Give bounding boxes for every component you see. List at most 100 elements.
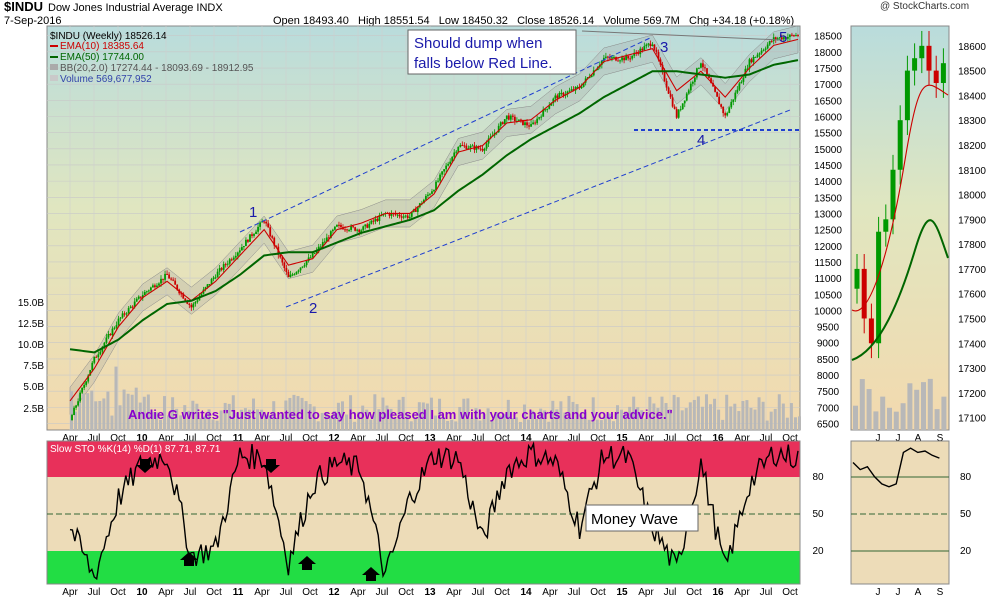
volume-bar [632, 396, 636, 430]
candle-body [742, 77, 745, 82]
price-tick-label: 7500 [817, 387, 840, 398]
time-tick-label: Apr [158, 433, 174, 444]
candle-body [683, 100, 686, 104]
inset-candle-body [890, 169, 896, 220]
price-tick-label: 13500 [814, 193, 842, 204]
candle-body [149, 287, 152, 291]
inset-price-tick-label: 17200 [958, 389, 986, 400]
exchange: INDX [196, 2, 223, 14]
candle-body [507, 115, 510, 120]
stoch-time-tick-label: 14 [520, 587, 532, 598]
candle-body [789, 34, 791, 37]
stoch-time-tick-label: Oct [206, 587, 222, 598]
bollinger-band [69, 25, 799, 416]
volume-bar [777, 394, 781, 430]
volume-bar [450, 419, 454, 430]
ema50-line [69, 59, 799, 354]
candle-body [156, 285, 158, 288]
inset-price-tick-label: 18100 [958, 166, 986, 177]
volume-bar [130, 394, 134, 430]
volume-bar [389, 408, 393, 430]
volume-bar [753, 409, 757, 430]
volume-bar [247, 409, 251, 430]
candle-body [536, 118, 539, 124]
volume-bar [506, 399, 510, 430]
candle-body [691, 81, 694, 84]
candle-body [762, 49, 765, 51]
volume-bar [179, 415, 183, 430]
candle-body [297, 270, 300, 272]
candle-body [501, 122, 504, 125]
candle-body [671, 97, 674, 107]
volume-bar [385, 405, 389, 430]
candle-body [730, 101, 733, 108]
volume-bar [365, 409, 369, 430]
stoch-level-20: 20 [812, 546, 824, 557]
candle-body [483, 148, 486, 151]
candle-body [410, 212, 413, 217]
candle-body [279, 254, 282, 258]
candle-body [748, 59, 751, 69]
candle-body [103, 342, 106, 347]
volume-bar [583, 411, 587, 430]
candle-body [366, 224, 369, 228]
inset-candle-body [926, 45, 932, 71]
candle-body [661, 64, 664, 71]
volume-bar [595, 419, 599, 430]
candle-body [631, 55, 634, 59]
inset-candle-body [912, 58, 918, 71]
inset-price-tick-label: 17700 [958, 265, 986, 276]
volume-bar [567, 395, 571, 430]
stoch-time-tick-label: 13 [424, 587, 436, 598]
candle-body [245, 239, 247, 247]
volume-bar [518, 421, 522, 430]
volume-bar [757, 397, 761, 430]
candle-body [511, 115, 514, 117]
candle-body [675, 108, 678, 118]
volume-bar [611, 421, 615, 430]
volume-bar [102, 398, 106, 430]
candle-body [455, 151, 458, 153]
candle-body [509, 115, 512, 120]
candle-body [406, 215, 409, 219]
candle-body [447, 163, 450, 166]
candle-body [693, 77, 696, 82]
candle-body [394, 213, 397, 215]
volume-bar [498, 415, 502, 430]
candle-body [657, 52, 660, 60]
candle-body [323, 241, 326, 243]
high-value: 18551.54 [383, 15, 430, 27]
legend-volume-swatch [50, 75, 58, 81]
candle-body [778, 37, 781, 39]
candle-body [372, 220, 375, 222]
inset-ema10-line [851, 84, 949, 312]
candle-body [457, 146, 460, 152]
candle-body [540, 116, 543, 118]
volume-bar [721, 419, 725, 430]
close-label: Close [517, 15, 546, 27]
volume-bar [773, 408, 777, 430]
candle-body [499, 122, 502, 126]
wave-label-4: 4 [697, 132, 705, 149]
candle-body [206, 284, 209, 288]
volume-bar [737, 411, 741, 430]
candle-body [572, 89, 575, 91]
candle-body [685, 93, 688, 101]
candle-body [131, 306, 134, 308]
candle-body [317, 246, 320, 250]
volume-bar [110, 415, 114, 430]
candle-body [166, 273, 168, 275]
candle-body [649, 43, 652, 47]
high-label: High [358, 15, 381, 27]
volume-bar [219, 410, 223, 430]
candle-body [184, 298, 187, 301]
candle-body [160, 278, 162, 284]
candle-body [139, 296, 142, 298]
inset-candle-body [883, 219, 889, 232]
time-tick-label: Jul [664, 433, 677, 444]
candle-body [784, 37, 787, 39]
candle-body [471, 145, 474, 147]
volume-bar [199, 418, 203, 430]
volume-bar [510, 418, 514, 430]
candle-body [627, 56, 630, 59]
